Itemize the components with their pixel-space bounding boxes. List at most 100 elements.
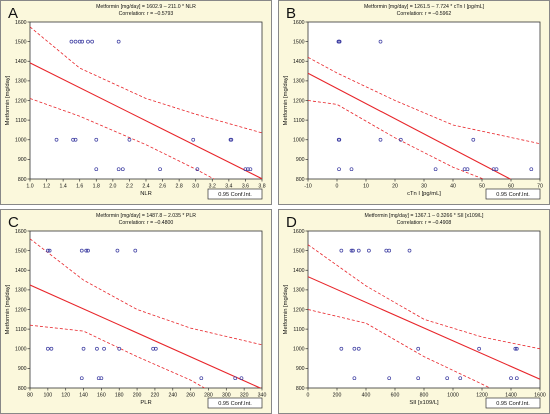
y-tick-label: 1000	[15, 347, 27, 353]
data-point	[494, 167, 499, 172]
data-point	[378, 137, 383, 142]
data-point	[433, 167, 438, 172]
y-tick-label: 800	[296, 386, 305, 392]
y-tick-label: 800	[296, 177, 305, 183]
y-tick-label: 1400	[15, 268, 27, 274]
data-point	[229, 137, 234, 142]
data-point	[514, 346, 519, 351]
x-tick-label: 2.4	[142, 184, 149, 190]
panel-c: C Metformin [mg/day] = 1487.8 – 2.035 * …	[0, 209, 272, 414]
data-points	[54, 39, 253, 172]
y-tick-label: 1500	[15, 39, 27, 45]
data-point	[407, 248, 412, 253]
data-point	[349, 248, 354, 253]
x-tick-label: 1.4	[60, 184, 67, 190]
ci-lower-line	[308, 100, 485, 179]
x-tick-label: 20	[392, 184, 398, 190]
x-tick-label: 120	[61, 393, 70, 399]
data-point	[337, 167, 341, 172]
y-tick-label: 1500	[15, 248, 27, 254]
data-point	[199, 376, 204, 381]
data-point	[77, 39, 82, 44]
x-tick-label: 80	[27, 393, 33, 399]
data-point	[243, 167, 248, 172]
x-tick-label: 1.8	[93, 184, 100, 190]
x-axis-label: PLR	[140, 400, 151, 406]
legend-box	[207, 397, 263, 409]
x-tick-label: 100	[44, 393, 53, 399]
x-tick-label: 280	[204, 393, 213, 399]
data-point	[529, 167, 534, 172]
ci-lower-line	[30, 324, 206, 388]
data-point	[86, 248, 90, 253]
x-tick-label: 600	[391, 393, 400, 399]
correlation-label: Correlation: r = –0.5793	[119, 11, 174, 17]
y-tick-label: 900	[296, 366, 305, 372]
panel-d: D Metformin [mg/day] = 1367.1 – 0.3266 *…	[278, 209, 550, 414]
regression-line	[308, 276, 540, 380]
y-tick-label: 1600	[293, 20, 305, 26]
x-tick-label: 0	[336, 184, 339, 190]
x-tick-label: 800	[420, 393, 429, 399]
x-tick-label: 140	[79, 393, 88, 399]
y-tick-label: 1500	[293, 248, 305, 254]
y-tick-label: 1200	[15, 307, 27, 313]
data-point	[367, 248, 371, 253]
data-point	[387, 376, 392, 381]
y-tick-label: 1100	[15, 327, 26, 333]
plot-area	[29, 21, 263, 180]
data-point	[416, 346, 421, 351]
data-point	[509, 376, 513, 381]
panel-a: A Metformin [mg/day] = 1602.9 – 211.0 * …	[0, 0, 272, 205]
plot-area	[307, 21, 541, 180]
data-point	[465, 167, 470, 172]
y-axis-label: Metformin [mg/day]	[5, 284, 11, 334]
y-tick-label: 800	[18, 177, 27, 183]
x-tick-label: 1.6	[76, 184, 83, 190]
panel-label: B	[286, 5, 296, 22]
y-tick-label: 1100	[293, 327, 304, 333]
data-point	[127, 137, 132, 142]
data-point	[356, 346, 361, 351]
y-tick-label: 1400	[293, 59, 305, 65]
x-tick-label: -10	[304, 184, 312, 190]
data-point	[45, 248, 50, 253]
y-tick-label: 1100	[293, 118, 304, 124]
y-tick-label: 1000	[15, 138, 27, 144]
data-point	[117, 346, 122, 351]
regression-line	[308, 72, 512, 179]
data-point	[337, 39, 342, 44]
y-tick-label: 1300	[15, 79, 27, 85]
regression-line	[30, 62, 262, 179]
y-tick-label: 1100	[15, 118, 26, 124]
data-point	[102, 346, 106, 351]
x-tick-label: 3.4	[225, 184, 232, 190]
regression-equation: Metformin [mg/day] = 1487.8 – 2.035 * PL…	[96, 213, 196, 219]
regression-lines	[30, 238, 262, 388]
data-point	[49, 346, 54, 351]
ci-upper-line	[308, 244, 540, 350]
regression-lines	[30, 26, 262, 179]
data-point	[246, 167, 250, 172]
data-point	[86, 39, 90, 44]
data-point	[73, 39, 78, 44]
x-tick-label: 180	[115, 393, 124, 399]
regression-equation: Metformin [mg/day] = 1261.5 – 7.724 * cT…	[364, 4, 485, 10]
y-tick-label: 1200	[293, 307, 305, 313]
legend-label: 0.95 Conf.Int.	[218, 192, 252, 198]
correlation-label: Correlation: r = –0.4800	[119, 220, 174, 226]
x-tick-label: 2.0	[109, 184, 116, 190]
x-tick-label: 40	[450, 184, 456, 190]
y-tick-label: 1200	[15, 98, 27, 104]
data-point	[352, 346, 357, 351]
correlation-label: Correlation: r = –0.5962	[397, 11, 452, 17]
x-tick-label: 3.8	[258, 184, 265, 190]
ci-upper-line	[30, 238, 262, 346]
data-point	[471, 137, 476, 142]
legend-box	[485, 397, 541, 409]
legend-label: 0.95 Conf.Int.	[218, 401, 252, 407]
x-tick-label: 200	[133, 393, 142, 399]
x-tick-label: 3.0	[192, 184, 199, 190]
data-point	[339, 248, 344, 253]
